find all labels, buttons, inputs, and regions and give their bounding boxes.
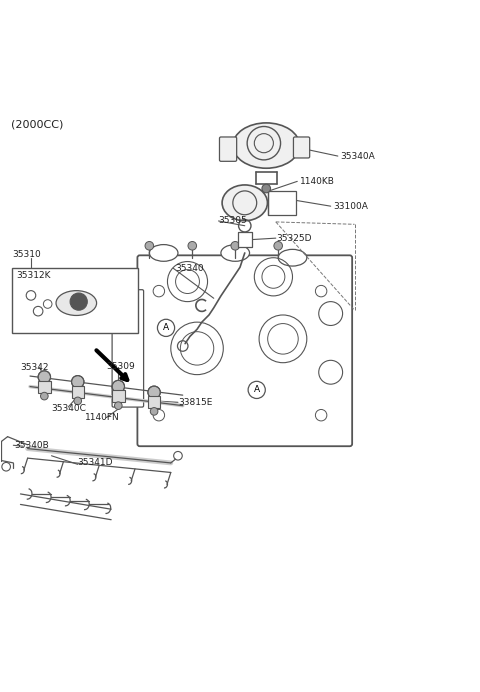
- Bar: [38, 381, 50, 393]
- Circle shape: [150, 408, 158, 415]
- Circle shape: [38, 371, 50, 383]
- Ellipse shape: [221, 244, 250, 262]
- Text: 35310: 35310: [12, 251, 41, 260]
- Text: 35312K: 35312K: [17, 271, 51, 280]
- Circle shape: [40, 392, 48, 400]
- Bar: [72, 385, 84, 397]
- Bar: [12, 268, 138, 333]
- Text: 35340A: 35340A: [340, 152, 375, 161]
- Circle shape: [231, 242, 240, 250]
- Circle shape: [145, 242, 154, 250]
- Bar: [238, 232, 252, 247]
- Text: 33100A: 33100A: [333, 201, 368, 210]
- FancyBboxPatch shape: [293, 137, 310, 158]
- Text: 1140KB: 1140KB: [300, 177, 335, 186]
- Ellipse shape: [56, 291, 96, 316]
- Text: 35325D: 35325D: [276, 234, 312, 243]
- Bar: [148, 396, 160, 408]
- Text: 35305: 35305: [218, 217, 247, 226]
- Text: 33815E: 33815E: [178, 398, 212, 407]
- Circle shape: [70, 293, 87, 310]
- Circle shape: [274, 242, 282, 250]
- Ellipse shape: [222, 185, 267, 221]
- Circle shape: [72, 376, 84, 388]
- Text: 35340C: 35340C: [51, 403, 86, 412]
- Circle shape: [74, 397, 82, 405]
- Circle shape: [262, 184, 271, 193]
- Text: (2000CC): (2000CC): [11, 119, 63, 129]
- Ellipse shape: [278, 249, 307, 266]
- Text: A: A: [253, 385, 260, 394]
- Ellipse shape: [149, 244, 178, 262]
- Bar: [268, 191, 296, 215]
- Text: 35340: 35340: [176, 264, 204, 273]
- Ellipse shape: [233, 123, 300, 168]
- Circle shape: [188, 242, 197, 250]
- Text: A: A: [163, 323, 169, 332]
- FancyBboxPatch shape: [219, 137, 237, 161]
- Bar: [112, 390, 124, 402]
- Circle shape: [112, 381, 124, 393]
- FancyBboxPatch shape: [112, 290, 144, 407]
- Text: 35309: 35309: [107, 361, 135, 370]
- Circle shape: [115, 402, 122, 410]
- Text: 1140FN: 1140FN: [85, 413, 120, 422]
- Text: 35341D: 35341D: [78, 458, 113, 467]
- Text: 35340B: 35340B: [15, 441, 49, 450]
- Text: 35342: 35342: [21, 363, 49, 372]
- Circle shape: [148, 386, 160, 399]
- FancyBboxPatch shape: [137, 255, 352, 446]
